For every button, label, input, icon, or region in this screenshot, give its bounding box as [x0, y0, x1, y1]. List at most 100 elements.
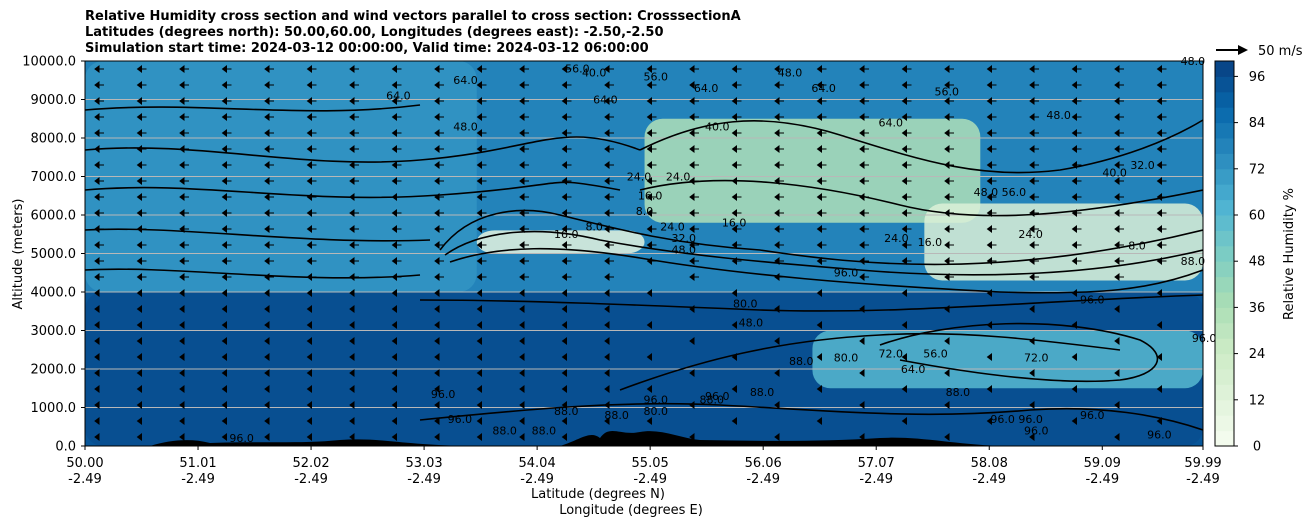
colorbar-segment	[1215, 91, 1234, 108]
wind-vector	[221, 273, 232, 281]
wind-vector	[646, 225, 657, 233]
colorbar-segment	[1215, 338, 1234, 355]
title-line-2: Latitudes (degrees north): 50.00,60.00, …	[85, 25, 664, 40]
contour-label: 88.0	[1181, 255, 1206, 268]
wind-vector	[604, 257, 614, 265]
wind-vector	[901, 97, 912, 105]
wind-vector	[731, 257, 742, 265]
wind-vector	[986, 321, 992, 329]
wind-vector	[306, 385, 312, 393]
wind-vector	[476, 401, 482, 409]
wind-vector	[901, 193, 912, 201]
wind-vector	[986, 257, 997, 265]
colorbar-tick-label: 0	[1253, 440, 1261, 455]
y-tick-label: 9000.0	[31, 93, 77, 108]
wind-vector	[306, 97, 317, 105]
wind-vector	[1114, 97, 1124, 105]
wind-vector	[221, 129, 232, 137]
wind-vector	[434, 81, 444, 89]
wind-vector	[349, 401, 355, 409]
wind-vector	[221, 257, 232, 265]
contour-label: 8.0	[636, 205, 654, 218]
contour-label: 8.0	[1128, 240, 1146, 253]
wind-vector	[1071, 385, 1077, 393]
wind-vector	[476, 209, 487, 217]
wind-vector	[476, 369, 482, 377]
x-tick-label-lat: 59.99	[1184, 456, 1221, 471]
wind-vector	[264, 241, 274, 249]
y-tick-label: 4000.0	[31, 286, 77, 301]
wind-vector	[179, 337, 185, 345]
wind-vector	[179, 401, 185, 409]
wind-vector	[986, 129, 997, 137]
wind-vector	[561, 289, 567, 297]
wind-vector	[1156, 289, 1162, 297]
wind-vector	[561, 209, 572, 217]
wind-vector	[136, 241, 147, 249]
wind-vector	[476, 353, 482, 361]
x-tick-label-lat: 59.09	[1084, 456, 1121, 471]
wind-vector	[1071, 257, 1082, 265]
wind-vector	[561, 97, 572, 105]
contour-label: 48.0	[778, 66, 803, 79]
wind-vector	[1114, 337, 1120, 345]
wind-vector	[561, 129, 572, 137]
wind-vector	[689, 113, 699, 121]
wind-vector	[816, 65, 827, 73]
wind-vector	[264, 225, 274, 233]
wind-vector	[179, 305, 185, 313]
wind-vector	[476, 65, 487, 73]
wind-vector	[349, 225, 359, 233]
wind-vector	[306, 321, 312, 329]
wind-vector	[859, 161, 869, 169]
wind-vector	[1156, 385, 1162, 393]
wind-vector	[1071, 241, 1082, 249]
wind-vector	[901, 81, 912, 89]
colorbar-tick-label: 24	[1249, 347, 1266, 362]
wind-vector	[901, 289, 907, 297]
wind-vector	[306, 401, 312, 409]
wind-vector	[731, 97, 742, 105]
x-tick-label-lat: 58.08	[971, 456, 1008, 471]
wind-vector	[136, 369, 142, 377]
chart-title: Relative Humidity cross section and wind…	[85, 9, 741, 57]
wind-vector	[604, 385, 610, 393]
wind-vector	[646, 417, 652, 425]
contour-line	[419, 402, 1203, 431]
wind-vector	[519, 289, 525, 297]
wind-vector	[519, 273, 529, 281]
wind-vector	[1156, 353, 1162, 361]
wind-vector	[774, 177, 784, 185]
colorbar-segment	[1215, 184, 1234, 201]
wind-vector	[94, 385, 100, 393]
wind-vector	[349, 97, 359, 105]
wind-vector	[391, 177, 402, 185]
wind-vector	[349, 433, 355, 441]
wind-vector	[859, 65, 869, 73]
wind-vector	[1156, 225, 1167, 233]
wind-vector	[816, 145, 827, 153]
wind-vector	[901, 321, 907, 329]
wind-vector	[1071, 81, 1082, 89]
x-tick-label-lon: -2.49	[68, 472, 102, 487]
wind-vector	[306, 241, 317, 249]
wind-vector	[264, 369, 270, 377]
wind-vector	[1114, 369, 1120, 377]
wind-vector	[306, 81, 317, 89]
wind-vector	[264, 65, 274, 73]
contour-label: 96.0	[990, 413, 1015, 426]
wind-vector	[306, 337, 312, 345]
wind-vector	[816, 257, 827, 265]
wind-vector	[94, 433, 100, 441]
wind-vector	[774, 401, 780, 409]
wind-vector	[349, 289, 355, 297]
wind-vector	[94, 241, 104, 249]
wind-vector	[179, 385, 185, 393]
wind-vector	[434, 273, 444, 281]
colorbar-segment	[1215, 107, 1234, 124]
wind-vector	[561, 161, 572, 169]
wind-vector	[179, 145, 189, 153]
wind-vector	[604, 225, 614, 233]
contour-label: 48.0	[974, 186, 999, 199]
colorbar-segment	[1215, 292, 1234, 308]
